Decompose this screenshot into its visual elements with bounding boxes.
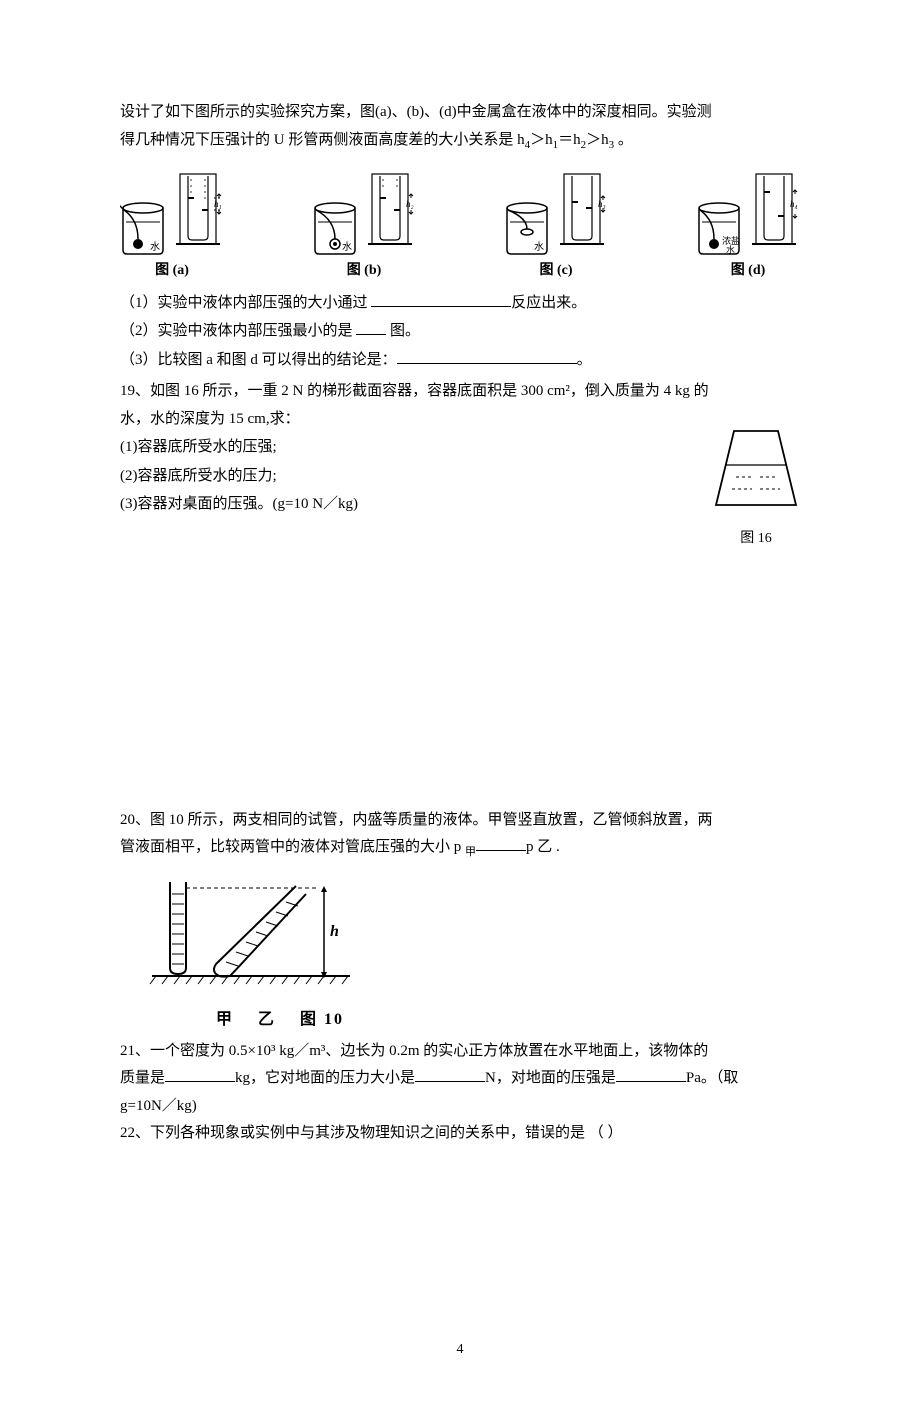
q19-line1: 19、如图 16 所示，一重 2 N 的梯形截面容器，容器底面积是 300 cm… <box>120 379 800 405</box>
q20-figure: h 甲 乙 图 10 <box>146 872 800 1033</box>
apparatus-b-label: 图 (b) <box>347 259 382 283</box>
q19-line2: 水，水的深度为 15 cm,求： <box>120 407 800 433</box>
q20-l2-suffix: p 乙 . <box>526 839 560 855</box>
rel-1: ＞ <box>530 132 545 148</box>
utube-b-icon: h₂ <box>364 168 416 256</box>
q21-l2c: N，对地面的压强是 <box>485 1070 616 1086</box>
vertical-gap <box>120 518 800 808</box>
cap-jia: 甲 <box>216 1011 234 1028</box>
apparatus-c-img: 水 h₃ <box>504 168 608 256</box>
q20-line2: 管液面相平，比较两管中的液体对管底压强的大小 p 甲 p 乙 . <box>120 835 800 862</box>
q2-suffix: 图。 <box>386 323 420 339</box>
apparatus-diagram-row: 水 <box>120 168 800 283</box>
q20-caption: 甲 乙 图 10 <box>216 1006 800 1033</box>
q21-l2b: kg，它对地面的压力大小是 <box>235 1070 415 1086</box>
q3-blank <box>397 349 577 364</box>
q21-blank3 <box>616 1067 686 1082</box>
q20-sub-jia: 甲 <box>465 846 476 858</box>
q19-part1: (1)容器底所受水的压强; <box>120 435 800 461</box>
intro-line-1: 设计了如下图所示的实验探究方案，图(a)、(b)、(d)中金属盒在液体中的深度相… <box>120 100 800 126</box>
svg-text:h₃: h₃ <box>598 199 606 209</box>
cap-fig: 图 10 <box>300 1011 344 1028</box>
q1-blank <box>371 292 511 307</box>
q1-suffix: 反应出来。 <box>511 295 586 311</box>
svg-text:h₂: h₂ <box>406 199 414 209</box>
liquid-label-d2: 水 <box>726 244 735 255</box>
utube-d-icon: h₄ <box>748 168 800 256</box>
apparatus-a-img: 水 <box>120 168 224 256</box>
apparatus-b-img: 水 h₂ <box>312 168 416 256</box>
liquid-label-b: 水 <box>342 241 352 253</box>
q21-line2: 质量是 kg，它对地面的压力大小是 N，对地面的压强是 Pa。（取 <box>120 1066 800 1092</box>
beaker-b-icon: 水 <box>312 200 358 256</box>
beaker-a-icon: 水 <box>120 200 166 256</box>
q19-block: 19、如图 16 所示，一重 2 N 的梯形截面容器，容器底面积是 300 cm… <box>120 379 800 518</box>
q22-text: 22、下列各种现象或实例中与其涉及物理知识之间的关系中，错误的是 （ ） <box>120 1121 800 1147</box>
apparatus-a: 水 <box>120 168 224 283</box>
beaker-d-icon: 浓盐 水 <box>696 200 742 256</box>
q19-part3: (3)容器对桌面的压强。(g=10 N／kg) <box>120 492 800 518</box>
apparatus-c-label: 图 (c) <box>539 259 572 283</box>
beaker-c-icon: 水 <box>504 200 550 256</box>
apparatus-d-img: 浓盐 水 h₄ <box>696 168 800 256</box>
cap-yi: 乙 <box>258 1011 276 1028</box>
q2-prefix: （2）实验中液体内部压强最小的是 <box>120 323 356 339</box>
apparatus-d-label: 图 (d) <box>731 259 766 283</box>
q21-blank1 <box>165 1067 235 1082</box>
sub-q2: （2）实验中液体内部压强最小的是 图。 <box>120 319 800 345</box>
apparatus-b: 水 h₂ 图 (b) <box>312 168 416 283</box>
utube-c-icon: h₃ <box>556 168 608 256</box>
intro-line-2: 得几种情况下压强计的 U 形管两侧液面高度差的大小关系是 h4＞h1＝h2＞h3… <box>120 128 800 155</box>
trapezoid-icon <box>706 423 806 513</box>
q19-part2: (2)容器底所受水的压力; <box>120 464 800 490</box>
q3-prefix: （3）比较图 a 和图 d 可以得出的结论是： <box>120 352 397 368</box>
q2-blank <box>356 320 386 335</box>
apparatus-c: 水 h₃ 图 (c) <box>504 168 608 283</box>
svg-text:h₁: h₁ <box>214 199 222 209</box>
q20-l2-prefix: 管液面相平，比较两管中的液体对管底压强的大小 p <box>120 839 465 855</box>
page-number: 4 <box>457 1338 464 1362</box>
sub-q3: （3）比较图 a 和图 d 可以得出的结论是： 。 <box>120 348 800 374</box>
intro-line-2-prefix: 得几种情况下压强计的 U 形管两侧液面高度差的大小关系是 h <box>120 132 525 148</box>
q19-fig-label: 图 16 <box>706 527 806 551</box>
utube-a-icon: h₁ <box>172 168 224 256</box>
trapezoid-figure: 图 16 <box>706 423 806 550</box>
q20-line1: 20、图 10 所示，两支相同的试管，内盛等质量的液体。甲管竖直放置，乙管倾斜放… <box>120 808 800 834</box>
content-area: 设计了如下图所示的实验探究方案，图(a)、(b)、(d)中金属盒在液体中的深度相… <box>120 100 800 1147</box>
q21-line3: g=10N／kg) <box>120 1094 800 1120</box>
apparatus-d: 浓盐 水 h₄ 图 (d) <box>696 168 800 283</box>
liquid-label-a: 水 <box>150 241 160 253</box>
svg-text:h: h <box>330 923 339 940</box>
eq-1: ＝ <box>558 132 573 148</box>
intro-period: 。 <box>614 132 633 148</box>
q1-prefix: （1）实验中液体内部压强的大小通过 <box>120 295 371 311</box>
rel-2: ＞ <box>586 132 601 148</box>
tubes-icon: h <box>146 872 356 992</box>
q21-l2a: 质量是 <box>120 1070 165 1086</box>
q21-l2d: Pa。（取 <box>686 1070 739 1086</box>
svg-text:h₄: h₄ <box>790 199 798 209</box>
liquid-label-c: 水 <box>534 241 544 253</box>
q21-blank2 <box>415 1067 485 1082</box>
q20-blank <box>476 836 526 851</box>
apparatus-a-label: 图 (a) <box>155 259 189 283</box>
sub-q1: （1）实验中液体内部压强的大小通过 反应出来。 <box>120 291 800 317</box>
q3-suffix: 。 <box>577 352 592 368</box>
q21-line1: 21、一个密度为 0.5×10³ kg／m³、边长为 0.2m 的实心正方体放置… <box>120 1039 800 1065</box>
